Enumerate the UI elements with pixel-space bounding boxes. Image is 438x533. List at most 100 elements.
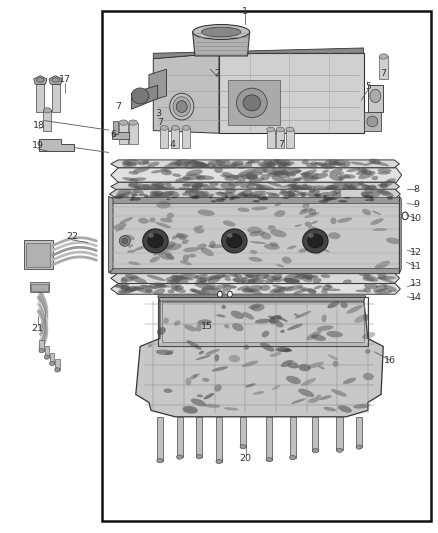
Polygon shape — [219, 53, 364, 133]
Ellipse shape — [221, 195, 238, 199]
Ellipse shape — [336, 172, 344, 175]
Ellipse shape — [314, 163, 326, 166]
Ellipse shape — [217, 291, 222, 297]
Ellipse shape — [300, 172, 310, 175]
Ellipse shape — [191, 160, 208, 166]
Ellipse shape — [193, 161, 210, 167]
Ellipse shape — [321, 274, 330, 278]
Ellipse shape — [163, 163, 182, 169]
Ellipse shape — [290, 185, 301, 189]
Ellipse shape — [208, 277, 221, 284]
Ellipse shape — [215, 160, 226, 166]
Ellipse shape — [358, 183, 371, 188]
Ellipse shape — [168, 191, 180, 197]
Ellipse shape — [208, 245, 224, 248]
Ellipse shape — [364, 188, 374, 194]
Ellipse shape — [285, 285, 303, 292]
Ellipse shape — [250, 250, 258, 254]
Ellipse shape — [173, 278, 188, 284]
Ellipse shape — [201, 288, 217, 294]
Ellipse shape — [191, 186, 198, 192]
Ellipse shape — [292, 184, 299, 190]
Ellipse shape — [300, 209, 307, 212]
Ellipse shape — [227, 233, 233, 238]
Ellipse shape — [364, 287, 371, 293]
Ellipse shape — [241, 273, 260, 280]
Ellipse shape — [339, 185, 352, 190]
Ellipse shape — [185, 189, 193, 194]
Ellipse shape — [258, 197, 268, 199]
Ellipse shape — [129, 183, 141, 189]
Text: 14: 14 — [410, 294, 422, 302]
Ellipse shape — [117, 189, 131, 195]
Ellipse shape — [125, 287, 138, 290]
Ellipse shape — [193, 373, 200, 378]
Ellipse shape — [159, 191, 174, 198]
Ellipse shape — [134, 185, 142, 189]
Ellipse shape — [329, 168, 343, 174]
Ellipse shape — [231, 196, 240, 199]
Ellipse shape — [240, 183, 251, 188]
Ellipse shape — [327, 301, 339, 308]
Ellipse shape — [314, 185, 328, 189]
Ellipse shape — [197, 319, 212, 326]
Ellipse shape — [293, 289, 307, 294]
Ellipse shape — [43, 108, 51, 113]
Ellipse shape — [299, 248, 307, 253]
Ellipse shape — [274, 315, 288, 322]
Ellipse shape — [304, 222, 312, 227]
Ellipse shape — [211, 200, 217, 203]
Ellipse shape — [142, 161, 150, 165]
Ellipse shape — [224, 175, 239, 181]
Ellipse shape — [182, 189, 198, 196]
Ellipse shape — [218, 192, 228, 195]
Ellipse shape — [149, 217, 155, 223]
Ellipse shape — [142, 184, 151, 190]
Ellipse shape — [189, 195, 201, 199]
Ellipse shape — [346, 305, 363, 313]
Ellipse shape — [131, 196, 135, 198]
Ellipse shape — [147, 274, 166, 281]
Ellipse shape — [212, 366, 228, 372]
Ellipse shape — [377, 276, 396, 280]
Ellipse shape — [261, 232, 271, 239]
Ellipse shape — [175, 177, 191, 182]
Ellipse shape — [285, 172, 296, 176]
Ellipse shape — [338, 176, 345, 180]
Ellipse shape — [276, 162, 291, 166]
Ellipse shape — [129, 177, 146, 181]
Ellipse shape — [323, 198, 328, 201]
Ellipse shape — [224, 324, 229, 328]
Ellipse shape — [328, 161, 346, 167]
Ellipse shape — [153, 288, 165, 295]
Bar — [55, 359, 60, 370]
Ellipse shape — [171, 286, 184, 291]
Ellipse shape — [314, 193, 321, 197]
Ellipse shape — [237, 169, 255, 177]
Ellipse shape — [249, 290, 262, 294]
Ellipse shape — [243, 312, 254, 320]
Ellipse shape — [193, 25, 250, 39]
Ellipse shape — [223, 407, 239, 410]
Ellipse shape — [269, 242, 279, 246]
Ellipse shape — [148, 344, 152, 348]
Bar — [157, 417, 163, 461]
Ellipse shape — [344, 174, 356, 179]
Ellipse shape — [240, 174, 250, 179]
Ellipse shape — [166, 279, 179, 285]
Ellipse shape — [147, 248, 163, 254]
Ellipse shape — [228, 182, 244, 187]
Ellipse shape — [129, 120, 138, 125]
Ellipse shape — [157, 186, 176, 191]
Ellipse shape — [306, 275, 318, 280]
Ellipse shape — [180, 274, 199, 279]
Ellipse shape — [274, 321, 283, 327]
Polygon shape — [109, 196, 113, 273]
Ellipse shape — [188, 254, 196, 257]
Ellipse shape — [365, 349, 371, 354]
Ellipse shape — [248, 257, 262, 262]
Ellipse shape — [172, 173, 181, 177]
Ellipse shape — [305, 163, 318, 168]
Ellipse shape — [184, 160, 196, 164]
Ellipse shape — [244, 195, 262, 198]
